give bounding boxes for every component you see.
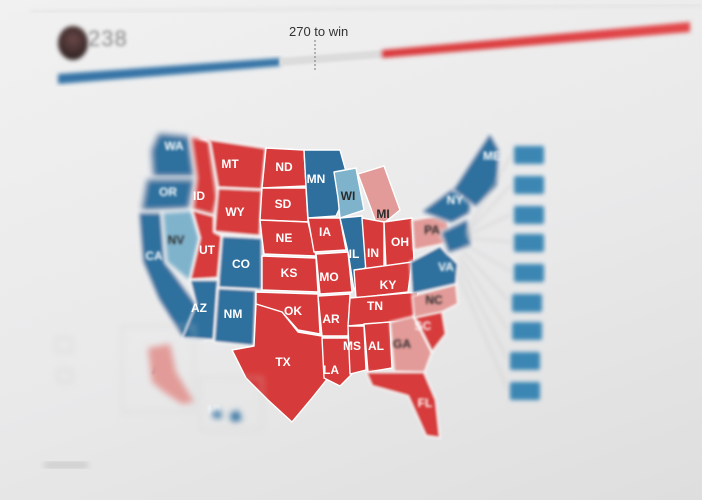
state-label-nm: NM (224, 307, 243, 321)
us-map (137, 131, 501, 439)
state-ms (347, 325, 367, 375)
state-label-or: OR (159, 185, 177, 199)
state-label-al: AL (368, 339, 384, 353)
state-label-tx: TX (275, 355, 290, 369)
state-label-pa: PA (424, 223, 440, 237)
state-label-ms: MS (343, 339, 361, 353)
state-label-sd: SD (275, 197, 292, 211)
state-wy (213, 187, 263, 237)
state-label-oh: OH (391, 235, 409, 249)
state-az (181, 279, 219, 341)
state-mid-atlantic (439, 217, 473, 255)
state-label-ok: OK (284, 304, 302, 318)
state-label-me: ME (483, 149, 501, 163)
state-label-ca: CA (145, 249, 163, 263)
callout-lines (455, 153, 513, 391)
state-la (321, 337, 355, 387)
dem-electoral-votes: 238 (88, 26, 128, 51)
state-label-in: IN (367, 246, 379, 260)
inset-boxes (55, 325, 263, 431)
state-label-fl: FL (418, 396, 433, 410)
state-label-mi: MI (376, 207, 389, 221)
state-label-nd: ND (275, 160, 293, 174)
state-label-sc: SC (415, 319, 432, 333)
state-label-ky: KY (380, 278, 397, 292)
state-va (409, 245, 459, 295)
undecided-bar (280, 50, 382, 66)
state-label-wi: WI (341, 189, 356, 203)
state-label-id: ID (193, 189, 205, 203)
state-in (361, 217, 385, 273)
state-ga (389, 315, 433, 375)
rep-bar (382, 22, 690, 58)
footer-text (44, 462, 88, 468)
state-label-mn: MN (307, 172, 326, 186)
state-label-ne: NE (276, 231, 293, 245)
state-new-england (451, 131, 501, 209)
dem-bar (58, 58, 280, 84)
state-label-ks: KS (281, 266, 298, 280)
small-state-boxes (510, 146, 544, 400)
state-label-la: LA (323, 363, 339, 377)
state-label-ia: IA (319, 225, 331, 239)
state-label-az: AZ (191, 301, 207, 315)
state-ks (261, 255, 319, 293)
win-threshold-label: 270 to win (289, 24, 349, 39)
candidate-avatar (58, 26, 88, 60)
state-label-co: CO (232, 257, 250, 271)
state-label-wy: WY (225, 205, 244, 219)
state-tx (231, 303, 329, 423)
state-hi (212, 410, 242, 422)
state-label-ga: GA (393, 337, 411, 351)
state-label-mo: MO (319, 270, 338, 284)
state-ky (353, 261, 413, 299)
state-label-ar: AR (322, 312, 340, 326)
state-label-tn: TN (367, 299, 383, 313)
state-ne (259, 219, 317, 257)
state-label-ut: UT (199, 243, 216, 257)
state-mo (315, 251, 353, 295)
state-fl (365, 371, 441, 439)
state-wi (333, 167, 365, 219)
state-label-nc: NC (425, 293, 443, 307)
electoral-progress-bar (58, 22, 690, 84)
state-label-ny: NY (447, 193, 464, 207)
state-label-il: IL (349, 247, 360, 261)
state-label-wa: WA (164, 139, 184, 153)
state-label-nv: NV (168, 233, 185, 247)
state-ia (307, 217, 347, 253)
state-label-mt: MT (221, 157, 239, 171)
state-ak (148, 344, 194, 404)
state-mi (357, 165, 401, 229)
state-al (363, 321, 393, 373)
state-label-va: VA (438, 260, 454, 274)
